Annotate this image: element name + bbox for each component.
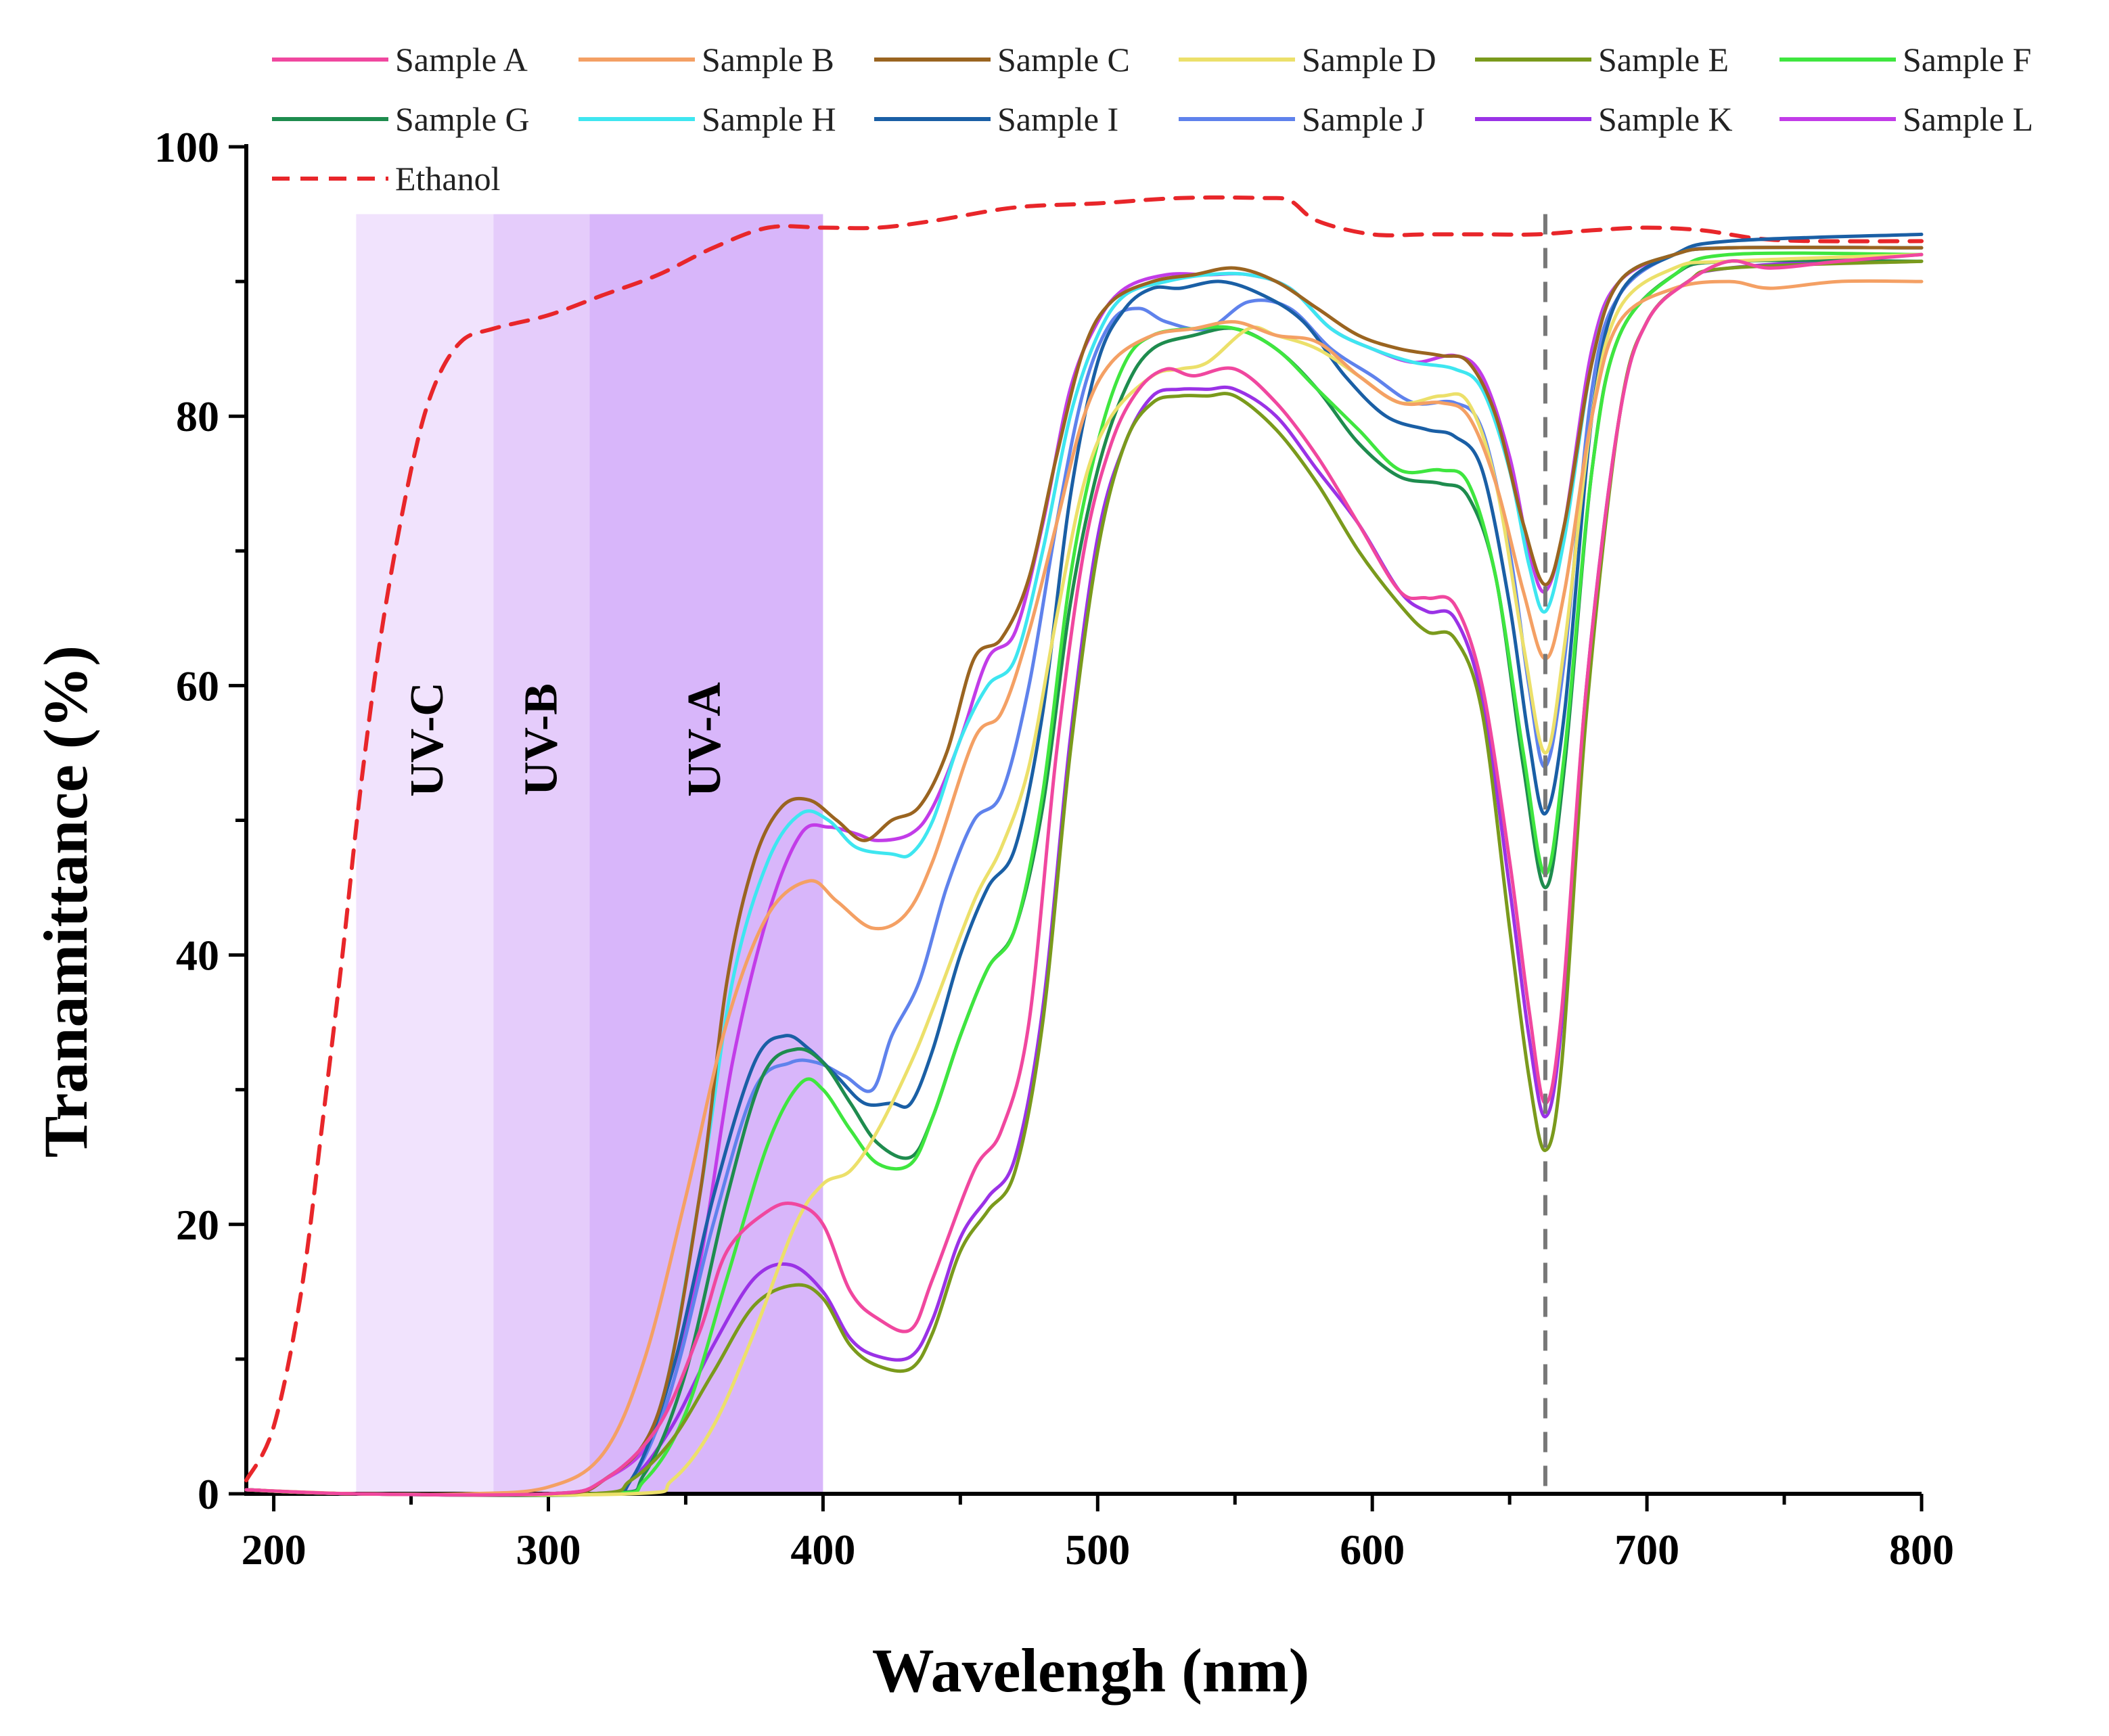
band-label-uv-c: UV-C xyxy=(401,682,453,797)
band-label-uv-b: UV-B xyxy=(515,683,567,796)
x-tick-label: 200 xyxy=(242,1526,307,1574)
uv-band-uv-b xyxy=(493,214,590,1494)
series-line-sample-e xyxy=(244,259,1924,1497)
series-line-sample-c xyxy=(244,246,1924,1497)
legend-label-sample-j: Sample J xyxy=(1302,100,1425,138)
series-lines xyxy=(244,195,1924,1497)
x-tick-label: 500 xyxy=(1065,1526,1130,1574)
y-tick-label: 100 xyxy=(154,123,219,171)
series-line-sample-i xyxy=(244,232,1924,1497)
x-tick-label: 700 xyxy=(1614,1526,1679,1574)
series-line-sample-j xyxy=(244,246,1924,1497)
legend: Sample A Sample B Sample C Sample D Sample E… xyxy=(272,41,2033,198)
legend-label-sample-k: Sample K xyxy=(1598,100,1733,138)
uv-band-uv-a xyxy=(589,214,823,1494)
x-tick-label: 400 xyxy=(790,1526,855,1574)
band-labels: UV-C UV-B UV-A xyxy=(401,682,731,797)
y-axis-title: Tranamittance (%) xyxy=(31,645,100,1158)
y-tick-label: 20 xyxy=(176,1201,219,1249)
legend-label-sample-g: Sample G xyxy=(395,100,530,138)
x-tick-label: 600 xyxy=(1340,1526,1405,1574)
y-tick-label: 0 xyxy=(198,1470,219,1518)
legend-label-sample-i: Sample I xyxy=(997,100,1118,138)
y-tick-label: 40 xyxy=(176,932,219,980)
uv-band-uv-c xyxy=(356,214,494,1494)
legend-label-sample-e: Sample E xyxy=(1598,41,1729,78)
y-tick-label: 80 xyxy=(176,392,219,440)
y-tick-label: 60 xyxy=(176,662,219,710)
uv-bands xyxy=(356,214,823,1494)
series-line-sample-a xyxy=(244,252,1924,1497)
legend-label-ethanol: Ethanol xyxy=(395,160,501,198)
x-tick-label: 300 xyxy=(516,1526,581,1574)
series-line-ethanol xyxy=(244,195,1924,1483)
legend-label-sample-l: Sample L xyxy=(1903,100,2033,138)
band-label-uv-a: UV-A xyxy=(679,682,731,797)
series-line-sample-b xyxy=(244,279,1924,1497)
legend-label-sample-a: Sample A xyxy=(395,41,528,78)
legend-label-sample-h: Sample H xyxy=(702,100,836,138)
legend-label-sample-f: Sample F xyxy=(1903,41,2031,78)
legend-label-sample-c: Sample C xyxy=(997,41,1130,78)
legend-label-sample-d: Sample D xyxy=(1302,41,1436,78)
legend-label-sample-b: Sample B xyxy=(702,41,834,78)
x-axis-title: Wavelengh (nm) xyxy=(872,1636,1310,1705)
x-tick-label: 800 xyxy=(1889,1526,1954,1574)
series-line-sample-d xyxy=(244,252,1924,1497)
